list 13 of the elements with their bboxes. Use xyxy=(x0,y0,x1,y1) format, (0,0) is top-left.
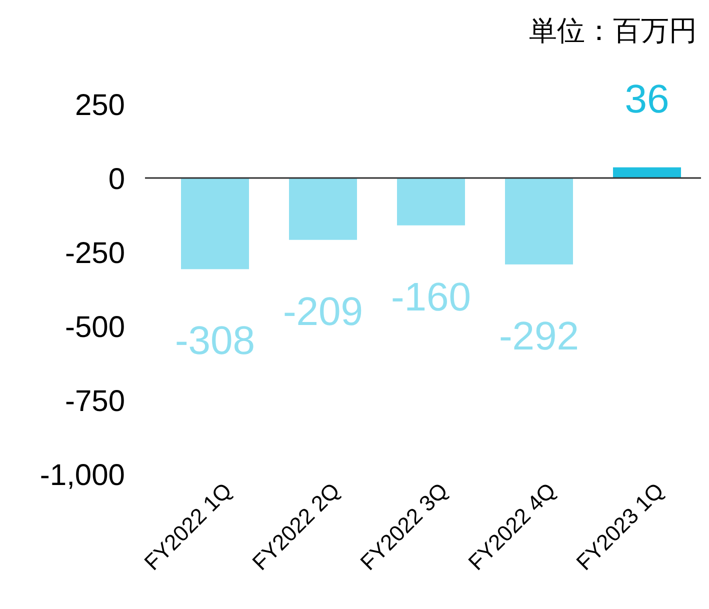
text: 単位：百万円 xyxy=(529,15,697,46)
y-tick-label: -500 xyxy=(64,311,125,344)
data-label: -160 xyxy=(390,275,472,320)
y-tick-label: 250 xyxy=(74,89,125,122)
y-tick-label: -750 xyxy=(64,385,125,418)
plot: -308 -209 -160 -292 36 xyxy=(174,77,681,364)
y-tick-label: -250 xyxy=(64,237,125,270)
data-label: -292 xyxy=(498,314,580,358)
y-tick-label: 0 xyxy=(108,163,125,196)
data-label: -308 xyxy=(174,319,256,364)
data-label: 36 xyxy=(624,77,670,122)
data-label: -209 xyxy=(282,290,364,334)
y-tick-label: -1,000 xyxy=(40,459,125,492)
